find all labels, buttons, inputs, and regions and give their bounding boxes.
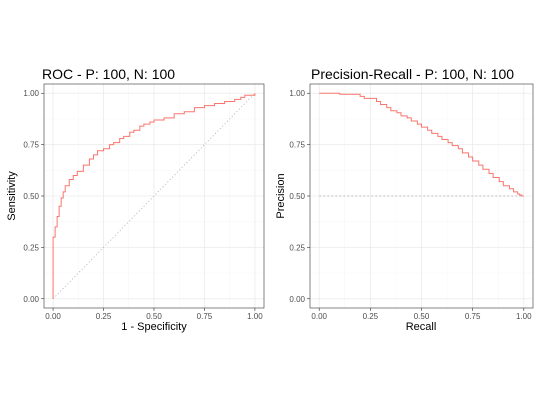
pr-x-tick-label: 0.50 (414, 312, 430, 321)
pr-y-tick-label: 0.75 (289, 141, 305, 150)
roc-ticks: 0.00 0.25 0.50 0.75 1.00 0.00 0.25 0.50 0.75 1.00 (23, 89, 263, 321)
pr-ticks: 0.00 0.25 0.50 0.75 1.00 0.00 0.25 0.50 0.75 1.00 (289, 89, 532, 321)
pr-x-tick-label: 0.75 (465, 312, 481, 321)
roc-x-tick-label: 0.00 (45, 312, 61, 321)
roc-panel: ROC - P: 100, N: 100 0.00 0.25 0.50 0.75 1.0… (6, 66, 265, 333)
pr-title: Precision-Recall - P: 100, N: 100 (311, 66, 514, 82)
roc-y-tick-label: 0.25 (23, 243, 39, 252)
roc-y-tick-label: 0.75 (23, 141, 39, 150)
roc-y-tick-label: 0.00 (23, 295, 39, 304)
pr-y-tick-label: 0.50 (289, 192, 305, 201)
pr-y-tick-label: 0.25 (289, 243, 305, 252)
roc-x-tick-label: 0.75 (197, 312, 213, 321)
roc-curve (52, 93, 256, 299)
pr-y-tick-label: 1.00 (289, 89, 305, 98)
pr-panel: Precision-Recall - P: 100, N: 100 0.00 0.… (275, 66, 534, 333)
roc-reference-line (52, 92, 256, 300)
pr-x-axis-label: Recall (406, 321, 437, 333)
pr-x-tick-label: 0.25 (363, 312, 379, 321)
roc-y-tick-label: 1.00 (23, 89, 39, 98)
roc-x-tick-label: 0.50 (146, 312, 162, 321)
roc-y-tick-label: 0.50 (23, 192, 39, 201)
roc-x-tick-label: 1.00 (247, 312, 263, 321)
roc-title: ROC - P: 100, N: 100 (42, 66, 175, 82)
roc-y-axis-label: Sensitivity (6, 171, 18, 221)
pr-curve (319, 92, 524, 197)
pr-y-tick-label: 0.00 (289, 295, 305, 304)
pr-x-tick-label: 1.00 (516, 312, 532, 321)
pr-x-tick-label: 0.00 (311, 312, 327, 321)
roc-x-axis-label: 1 - Specificity (121, 321, 187, 333)
roc-x-tick-label: 0.25 (96, 312, 112, 321)
pr-y-axis-label: Precision (275, 173, 287, 218)
pr-grid (310, 84, 533, 308)
